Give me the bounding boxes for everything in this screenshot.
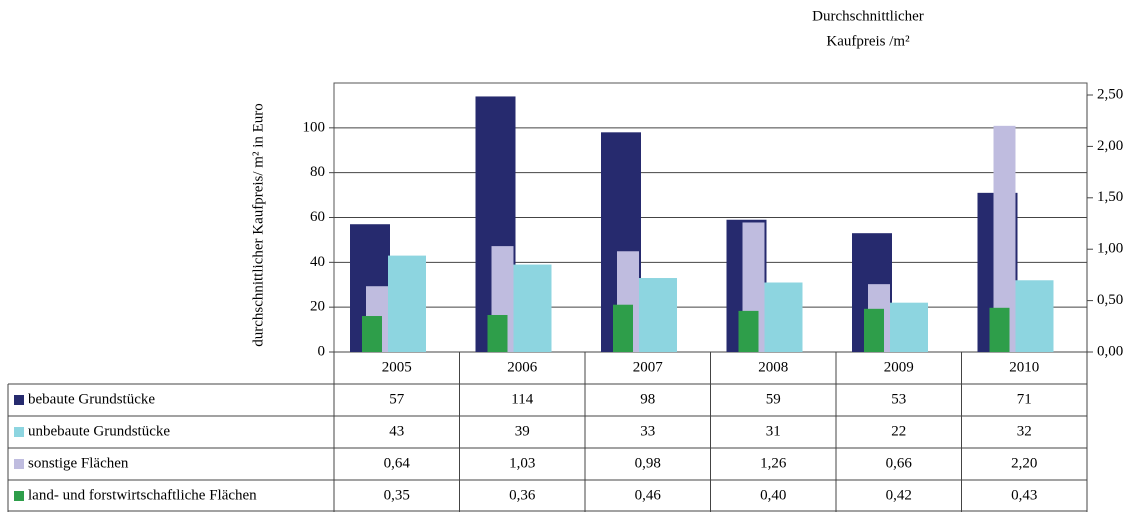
legend-swatch: [14, 395, 24, 405]
table-value: 0,43: [1011, 487, 1037, 503]
table-value: 31: [766, 423, 781, 439]
bar: [993, 125, 1016, 352]
legend-swatch: [14, 491, 24, 501]
table-value: 33: [640, 423, 655, 439]
table-value: 0,46: [635, 487, 662, 503]
table-value: 2,20: [1011, 455, 1037, 471]
x-tick-label: 2007: [633, 359, 664, 375]
y2-tick-label: 1,50: [1097, 189, 1123, 205]
bar: [388, 255, 426, 352]
y2-tick-label: 0,50: [1097, 292, 1123, 308]
table-value: 43: [389, 423, 404, 439]
table-value: 0,42: [886, 487, 912, 503]
x-tick-label: 2006: [507, 359, 538, 375]
y-tick-label: 0: [318, 343, 326, 359]
table-value: 0,64: [384, 455, 411, 471]
table-value: 114: [511, 391, 533, 407]
legend-label: land- und forstwirtschaftliche Flächen: [28, 487, 257, 503]
y-tick-label: 60: [310, 209, 325, 225]
y-tick-label: 20: [310, 299, 325, 315]
y2-tick-label: 2,50: [1097, 86, 1123, 102]
bar: [362, 316, 382, 352]
bar: [864, 308, 884, 352]
bar: [613, 304, 633, 352]
x-tick-label: 2008: [758, 359, 788, 375]
bar: [764, 282, 803, 352]
bar: [1015, 280, 1054, 352]
y2-axis-label: Kaufpreis /m²: [826, 33, 910, 49]
bar: [639, 278, 677, 352]
table-value: 98: [640, 391, 655, 407]
y-tick-label: 80: [310, 164, 325, 180]
y2-tick-label: 1,00: [1097, 241, 1123, 257]
bar: [513, 264, 552, 352]
table-value: 57: [389, 391, 405, 407]
y2-axis-label: Durchschnittlicher: [812, 8, 924, 24]
table-value: 32: [1017, 423, 1032, 439]
legend-label: bebaute Grundstücke: [28, 391, 155, 407]
y-tick-label: 40: [310, 254, 325, 270]
table-value: 0,98: [635, 455, 661, 471]
table-value: 59: [766, 391, 781, 407]
y-tick-label: 100: [303, 119, 326, 135]
table-value: 0,35: [384, 487, 410, 503]
legend-label: unbebaute Grundstücke: [28, 423, 170, 439]
table-value: 0,40: [760, 487, 786, 503]
table-value: 0,66: [886, 455, 913, 471]
y2-tick-label: 0,00: [1097, 343, 1123, 359]
x-tick-label: 2009: [884, 359, 914, 375]
bar: [738, 310, 759, 352]
table-value: 71: [1017, 391, 1032, 407]
table-value: 39: [515, 423, 530, 439]
bar: [487, 314, 508, 352]
table-value: 1,03: [509, 455, 535, 471]
table-value: 1,26: [760, 455, 787, 471]
table-value: 0,36: [509, 487, 536, 503]
y-axis-label: durchschnittlicher Kaufpreis/ m² in Euro: [250, 103, 266, 347]
y2-tick-label: 2,00: [1097, 138, 1123, 154]
x-tick-label: 2005: [382, 359, 412, 375]
bar: [890, 302, 928, 352]
bar: [989, 307, 1010, 352]
x-tick-label: 2010: [1009, 359, 1039, 375]
legend-swatch: [14, 427, 24, 437]
legend-label: sonstige Flächen: [28, 455, 129, 471]
legend-swatch: [14, 459, 24, 469]
table-value: 22: [891, 423, 906, 439]
table-value: 53: [891, 391, 906, 407]
